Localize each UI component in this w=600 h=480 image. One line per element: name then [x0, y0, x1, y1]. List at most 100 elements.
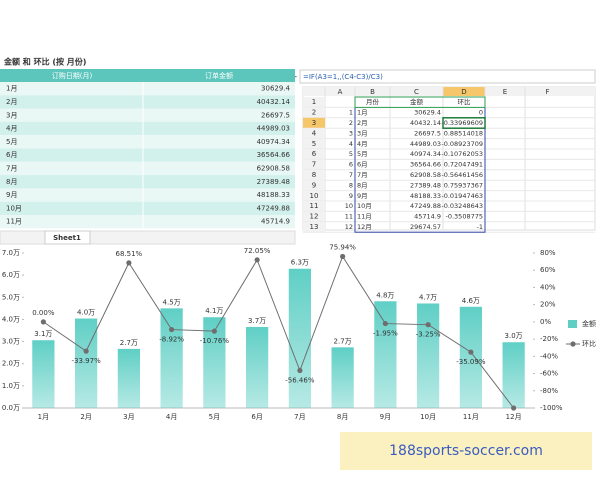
y-tick-label: 6.0万 [2, 271, 20, 279]
row-number: 5 [312, 140, 316, 148]
line-label: -33.97% [72, 357, 102, 365]
header-outline [354, 96, 486, 108]
table-cell: 62908.58 [257, 165, 290, 173]
cell: -0.56461456 [441, 171, 483, 179]
table-row [0, 148, 295, 162]
row-number: 2 [312, 109, 316, 117]
cell: 27389.48 [410, 181, 441, 189]
cell: 62908.58 [410, 171, 441, 179]
table-row [0, 175, 295, 189]
cell: 环比 [458, 97, 472, 106]
line-marker [425, 322, 431, 328]
table-cell: 44989.03 [257, 125, 290, 133]
x-tick-label: 8月 [337, 413, 348, 421]
formula-bar[interactable] [299, 69, 596, 84]
row-header-bg [303, 159, 325, 170]
cell: 7月 [357, 171, 368, 179]
cell: 12月 [357, 223, 372, 231]
watermark-box [340, 432, 592, 470]
line-marker [340, 253, 346, 260]
cell: 0 [479, 109, 483, 117]
cell: 11 [345, 213, 353, 221]
y2-tick-label: 40% [540, 283, 556, 291]
cell: 48188.33 [410, 192, 441, 200]
cell: 4 [349, 140, 353, 148]
row-header-bg [303, 128, 325, 139]
line-label: -56.46% [285, 377, 315, 385]
sheet-tab-label[interactable]: Sheet1 [53, 234, 81, 242]
table-row [0, 215, 295, 229]
cell: -0.08923709 [441, 140, 483, 148]
x-tick-label: 7月 [294, 413, 305, 421]
cell: 5月 [357, 150, 368, 158]
table-header: 订购日期(月) [52, 71, 93, 80]
bar [32, 340, 55, 408]
line-label: -8.92% [159, 336, 184, 344]
cell: 8月 [357, 181, 368, 189]
cell: 1月 [357, 109, 368, 117]
bar [459, 306, 482, 408]
legend-label: 金额 [582, 319, 596, 328]
line-marker [511, 405, 517, 411]
row-header-bg [303, 117, 325, 129]
bar-label: 4.5万 [163, 298, 181, 306]
cell: 45714.9 [414, 213, 441, 221]
table-row [0, 135, 295, 149]
row-number: 4 [312, 129, 317, 137]
cell: 0.88514018 [444, 129, 483, 137]
bar-label: 3.0万 [505, 332, 523, 340]
cell: 0.72047491 [444, 161, 483, 169]
table-row [0, 82, 295, 96]
x-tick-label: 10月 [420, 413, 436, 421]
table-cell: 36564.66 [257, 151, 291, 159]
y2-tick-label: 60% [540, 266, 556, 274]
line-marker [40, 319, 46, 325]
cell: 4月 [357, 140, 368, 148]
cell: 2月 [357, 119, 368, 127]
x-tick-label: 2月 [80, 413, 91, 421]
cell: 12 [345, 223, 353, 231]
line-marker [468, 349, 474, 355]
bar [331, 347, 354, 408]
column-header: A [338, 88, 343, 96]
row-number: 1 [312, 98, 316, 106]
sheet-tab[interactable] [44, 230, 91, 245]
bar [374, 301, 397, 408]
row-header-bg [303, 138, 325, 149]
col-header-active [443, 87, 485, 96]
cell: 10 [345, 202, 353, 210]
cell: 44989.03 [410, 140, 441, 148]
row-header-bg [303, 107, 325, 118]
cell: 36564.66 [410, 161, 441, 169]
cell: 6月 [357, 161, 368, 169]
column-header: B [370, 88, 375, 96]
table-cell: 45714.9 [261, 218, 290, 226]
line-marker [382, 320, 388, 327]
cell: 8 [349, 181, 353, 189]
bar-label: 2.7万 [120, 339, 138, 347]
y2-tick-label: 0% [540, 318, 551, 326]
table-cell: 3月 [6, 111, 17, 119]
legend-swatch [568, 320, 577, 328]
table-cell: 30629.4 [261, 85, 290, 93]
y-tick-label: 0.0万 [2, 404, 20, 412]
bar [117, 348, 140, 408]
y2-tick-label: -40% [540, 352, 558, 360]
row-header-bg [303, 97, 325, 108]
table-cell: 1月 [6, 85, 17, 93]
y2-tick-label: -80% [540, 387, 558, 395]
x-tick-label: 1月 [38, 413, 49, 421]
row-number: 13 [310, 223, 319, 231]
cell: 金额 [410, 97, 424, 106]
table-row [0, 108, 295, 122]
line-label: -10.76% [200, 337, 230, 345]
cell: 1 [349, 109, 353, 117]
cell: 9月 [357, 192, 368, 200]
cell: 3 [349, 129, 353, 137]
bar-label: 6.3万 [291, 259, 309, 267]
x-tick-label: 9月 [380, 413, 391, 421]
cell: 6 [349, 161, 353, 169]
line [43, 255, 515, 409]
cell: 30629.4 [414, 109, 441, 117]
